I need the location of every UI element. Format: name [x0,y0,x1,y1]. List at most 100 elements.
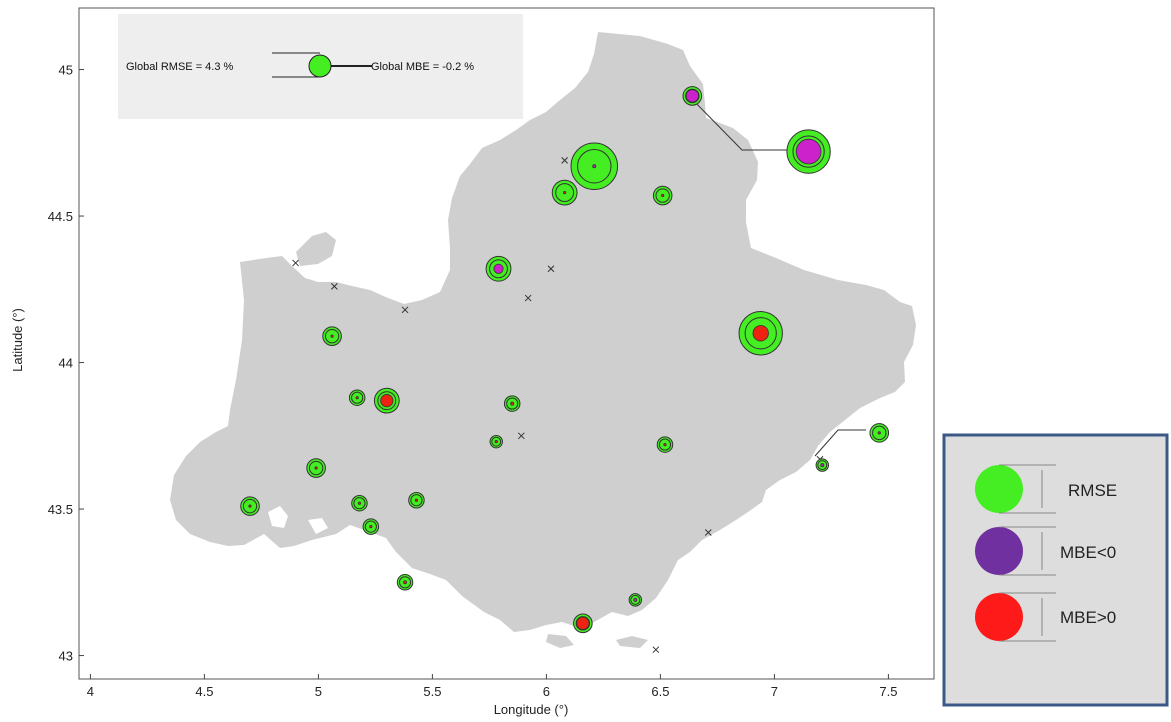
station-15 [306,458,326,478]
cross-stroke [292,259,299,267]
missing-station-cross [704,529,712,536]
cross-stroke [331,283,338,290]
station-13 [869,423,890,443]
connector-line [814,429,866,457]
missing-station-cross [401,306,409,314]
station-22 [573,613,593,634]
global-metrics-legend: Global RMSE = 4.3 % Global MBE = -0.2 % [118,14,523,119]
station-mbe-circle [633,597,638,602]
y-tick-label: 45 [59,63,73,78]
station-mbe-circle [877,431,881,435]
station-0 [682,86,703,106]
cross-stroke [561,157,568,164]
cross-stroke [547,265,555,273]
x-tick-label: 4 [87,684,94,699]
station-17 [351,494,368,512]
station-7 [322,326,342,346]
x-axis-title: Longitude (°) [494,702,569,717]
missing-station-cross [517,432,525,440]
station-mbe-circle [685,89,699,103]
station-10 [503,395,521,412]
station-mbe-circle [493,263,504,274]
y-tick-label: 44.5 [48,209,73,224]
missing-station-cross [331,283,338,290]
region-outline [170,32,916,648]
station-mbe-circle [380,394,394,408]
connector-line [685,92,798,151]
cross-stroke [704,529,712,536]
station-mbe-circle [314,466,318,470]
station-11 [489,434,503,449]
station-mbe-circle [820,463,825,468]
missing-station-cross [561,157,568,164]
station-mbe-circle [592,164,597,169]
y-tick-label: 44 [59,356,73,371]
global-rmse-label: Global RMSE = 4.3 % [126,61,234,73]
missing-station-cross [547,265,555,273]
y-axis-title: Latitude (°) [10,308,25,372]
station-6 [738,311,783,356]
station-19 [362,518,380,535]
station-connectors [685,92,866,457]
x-tick-label: 7.5 [879,684,897,699]
lagoon-east [308,518,328,534]
station-mbe-circle [357,501,362,505]
key-mbe-negative-swatch [975,527,1023,575]
region-northwest-enclave [296,232,336,266]
station-21 [628,593,643,607]
x-tick-label: 6.5 [651,684,669,699]
station-mbe-circle [403,580,407,585]
station-mbe-circle [355,396,359,400]
cross-stroke [401,306,409,314]
symbol-key-box [942,433,1169,707]
station-18 [408,492,425,509]
station-4 [652,185,673,206]
station-mbe-circle [663,442,667,447]
cross-stroke [517,432,525,440]
key-rmse-swatch [975,465,1023,513]
station-markers [240,86,890,634]
missing-station-cross [652,646,660,654]
region-mainland-shape [170,32,916,632]
station-mbe-circle [248,504,252,508]
station-8 [373,387,400,414]
station-mbe-circle [752,325,769,342]
region-island-west [546,634,574,648]
station-mbe-circle [414,498,419,502]
station-mbe-circle [661,193,665,198]
missing-station-cross [524,294,532,302]
lagoon-west [268,506,288,528]
x-tick-label: 5 [315,684,322,699]
station-5 [485,255,512,282]
key-mbe-positive-swatch [975,593,1023,641]
global-mbe-label: Global MBE = -0.2 % [371,61,474,73]
y-tick-label: 43.5 [48,502,73,517]
station-mbe-circle [510,401,515,406]
station-mbe-circle [330,334,334,338]
x-tick-label: 4.5 [195,684,213,699]
x-tick-label: 6 [543,684,550,699]
cross-stroke [524,294,532,302]
station-9 [348,389,366,406]
station-20 [396,574,414,591]
station-mbe-circle [795,138,822,165]
legend-global-rmse-circle [308,54,332,78]
x-tick-label: 5.5 [423,684,441,699]
station-mbe-circle [369,525,373,529]
station-14 [815,458,829,472]
station-16 [240,496,260,516]
x-tick-label: 7 [771,684,778,699]
region-island-east [616,636,648,648]
station-12 [656,436,674,453]
station-1 [786,129,831,174]
key-mbe-positive-label: MBE>0 [1060,608,1116,627]
key-rmse-label: RMSE [1068,481,1117,500]
symbol-key: RMSE MBE<0 MBE>0 [942,433,1169,707]
cross-stroke [652,646,660,654]
y-tick-label: 43 [59,649,73,664]
station-3 [551,179,578,206]
station-mbe-circle [576,616,590,630]
key-mbe-negative-label: MBE<0 [1060,543,1116,562]
